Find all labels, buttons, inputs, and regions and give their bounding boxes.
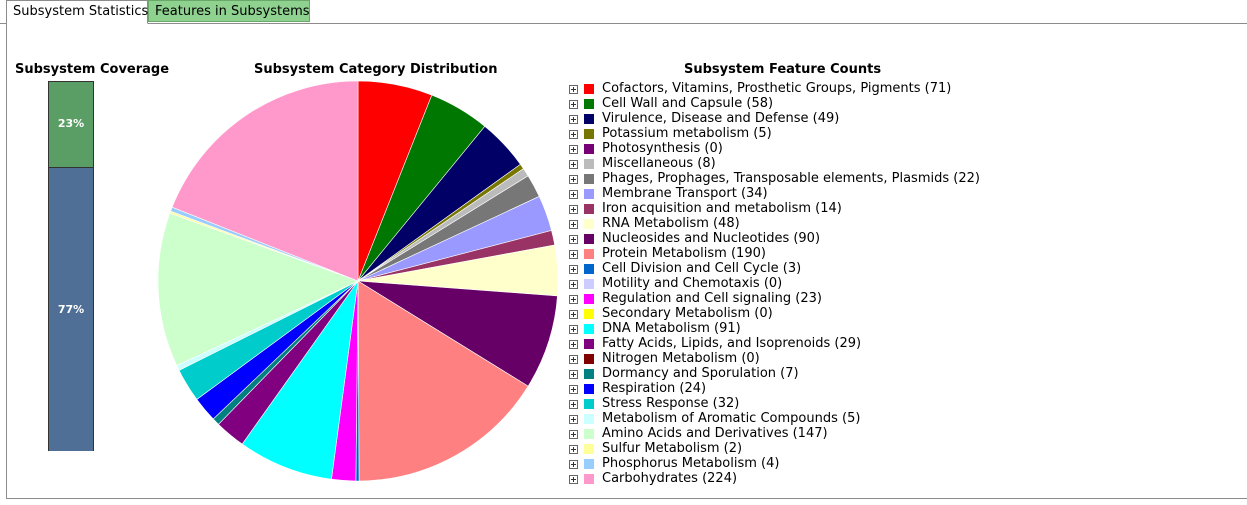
expand-plus-icon[interactable] <box>569 145 578 154</box>
legend-swatch <box>584 159 594 169</box>
legend-swatch <box>584 354 594 364</box>
legend-label: Cell Division and Cell Cycle (3) <box>602 261 802 276</box>
expand-plus-icon[interactable] <box>569 355 578 364</box>
legend-swatch <box>584 474 594 484</box>
legend-swatch <box>584 294 594 304</box>
coverage-segment-uncovered: 77% <box>49 166 93 451</box>
expand-plus-icon[interactable] <box>569 445 578 454</box>
legend-label: Iron acquisition and metabolism (14) <box>602 201 842 216</box>
legend-swatch <box>584 399 594 409</box>
legend-swatch <box>584 459 594 469</box>
legend-label: Sulfur Metabolism (2) <box>602 441 743 456</box>
coverage-uncovered-label: 77% <box>57 302 85 316</box>
distribution-title: Subsystem Category Distribution <box>254 62 498 77</box>
expand-plus-icon[interactable] <box>569 205 578 214</box>
legend-swatch <box>584 144 594 154</box>
expand-plus-icon[interactable] <box>569 475 578 484</box>
legend-swatch <box>584 369 594 379</box>
legend-label: Photosynthesis (0) <box>602 141 723 156</box>
expand-plus-icon[interactable] <box>569 85 578 94</box>
coverage-segment-covered: 23% <box>49 82 93 167</box>
expand-plus-icon[interactable] <box>569 460 578 469</box>
legend-swatch <box>584 114 594 124</box>
expand-plus-icon[interactable] <box>569 235 578 244</box>
legend-label: Respiration (24) <box>602 381 707 396</box>
pie-slice <box>357 280 529 482</box>
legend-label: Cell Wall and Capsule (58) <box>602 96 774 111</box>
legend-label: Motility and Chemotaxis (0) <box>602 276 783 291</box>
tab-content-panel <box>6 23 1247 499</box>
coverage-title: Subsystem Coverage <box>15 62 170 77</box>
legend-swatch <box>584 309 594 319</box>
legend-label: Nucleosides and Nucleotides (90) <box>602 231 821 246</box>
legend-label: Protein Metabolism (190) <box>602 246 766 261</box>
expand-plus-icon[interactable] <box>569 160 578 169</box>
tab-features-in-subsystems[interactable]: Features in Subsystems <box>148 0 310 22</box>
legend-swatch <box>584 129 594 139</box>
legend-label: Secondary Metabolism (0) <box>602 306 773 321</box>
legend-label: Virulence, Disease and Defense (49) <box>602 111 840 126</box>
legend-swatch <box>584 189 594 199</box>
legend-swatch <box>584 324 594 334</box>
legend-label: Phosphorus Metabolism (4) <box>602 456 780 471</box>
expand-plus-icon[interactable] <box>569 295 578 304</box>
legend-label: Metabolism of Aromatic Compounds (5) <box>602 411 861 426</box>
expand-plus-icon[interactable] <box>569 250 578 259</box>
expand-plus-icon[interactable] <box>569 100 578 109</box>
legend-swatch <box>584 84 594 94</box>
legend-label: RNA Metabolism (48) <box>602 216 740 231</box>
legend-swatch <box>584 444 594 454</box>
legend-swatch <box>584 234 594 244</box>
legend-label: Potassium metabolism (5) <box>602 126 772 141</box>
legend-swatch <box>584 384 594 394</box>
expand-plus-icon[interactable] <box>569 325 578 334</box>
legend-label: Stress Response (32) <box>602 396 740 411</box>
expand-plus-icon[interactable] <box>569 400 578 409</box>
expand-plus-icon[interactable] <box>569 115 578 124</box>
legend-label: Membrane Transport (34) <box>602 186 768 201</box>
legend-label: Phages, Prophages, Transposable elements… <box>602 171 980 186</box>
expand-plus-icon[interactable] <box>569 310 578 319</box>
category-pie-chart <box>157 80 559 482</box>
coverage-covered-label: 23% <box>57 117 85 130</box>
expand-plus-icon[interactable] <box>569 370 578 379</box>
legend-swatch <box>584 219 594 229</box>
pie-slice <box>157 212 359 366</box>
expand-plus-icon[interactable] <box>569 190 578 199</box>
pie-slice <box>241 280 359 480</box>
legend-label: Cofactors, Vitamins, Prosthetic Groups, … <box>602 81 952 96</box>
legend-swatch <box>584 249 594 259</box>
legend-swatch <box>584 414 594 424</box>
legend-swatch <box>584 279 594 289</box>
legend-label: Miscellaneous (8) <box>602 156 716 171</box>
legend-swatch <box>584 339 594 349</box>
legend-swatch <box>584 174 594 184</box>
legend-label: Fatty Acids, Lipids, and Isoprenoids (29… <box>602 336 862 351</box>
expand-plus-icon[interactable] <box>569 175 578 184</box>
legend-label: Carbohydrates (224) <box>602 471 738 486</box>
legend-swatch <box>584 264 594 274</box>
expand-plus-icon[interactable] <box>569 280 578 289</box>
expand-plus-icon[interactable] <box>569 430 578 439</box>
pie-slice <box>171 80 359 282</box>
legend-swatch <box>584 99 594 109</box>
legend-label: Dormancy and Sporulation (7) <box>602 366 799 381</box>
feature-counts-title: Subsystem Feature Counts <box>684 62 882 77</box>
legend-label: Amino Acids and Derivatives (147) <box>602 426 828 441</box>
legend-swatch <box>584 204 594 214</box>
expand-plus-icon[interactable] <box>569 415 578 424</box>
tab-subsystem-statistics[interactable]: Subsystem Statistics <box>6 0 148 24</box>
coverage-bar: 23% 77% <box>48 81 94 451</box>
legend-label: Nitrogen Metabolism (0) <box>602 351 760 366</box>
expand-plus-icon[interactable] <box>569 340 578 349</box>
expand-plus-icon[interactable] <box>569 385 578 394</box>
tab-bar: Subsystem Statistics Features in Subsyst… <box>0 0 1247 24</box>
legend-swatch <box>584 429 594 439</box>
expand-plus-icon[interactable] <box>569 220 578 229</box>
expand-plus-icon[interactable] <box>569 265 578 274</box>
expand-plus-icon[interactable] <box>569 130 578 139</box>
legend-label: DNA Metabolism (91) <box>602 321 741 336</box>
legend-label: Regulation and Cell signaling (23) <box>602 291 822 306</box>
pie-slice <box>357 280 558 387</box>
